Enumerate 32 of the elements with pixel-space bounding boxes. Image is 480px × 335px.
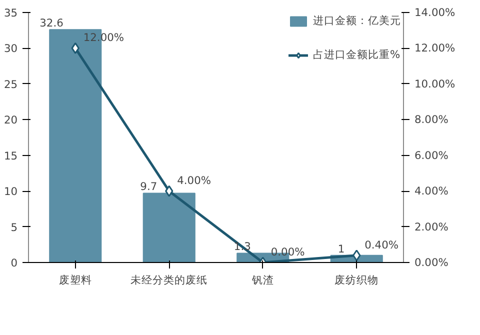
data-label: 4.00%: [177, 174, 211, 188]
y2-tick-label: 2.00%: [414, 220, 448, 234]
data-label: 9.7: [140, 180, 158, 194]
legend-label: 进口金额：亿美元: [313, 14, 401, 28]
data-label: 32.6: [40, 16, 64, 30]
point: [352, 250, 361, 262]
x-tick-label: 钒渣: [250, 274, 274, 286]
legend-label: 占进口金额比重%: [313, 48, 400, 62]
x-tick-label: 废纺织物: [334, 274, 379, 286]
data-label: 0.40%: [364, 238, 398, 252]
y2-tick-label: 0.00%: [414, 256, 448, 269]
y2-tick-label: 12.00%: [414, 42, 456, 55]
y-tick-label: 5: [10, 220, 18, 234]
y2-tick-label: 14.00%: [414, 6, 456, 19]
point: [71, 42, 80, 54]
y-tick-label: 10: [4, 185, 18, 198]
data-label: 0.00%: [270, 246, 305, 258]
bar: [142, 192, 196, 262]
y-tick-label: 0: [10, 256, 18, 270]
y2-tick-label: 6.00%: [414, 148, 448, 162]
data-label: 1: [338, 242, 345, 256]
point: [165, 185, 174, 197]
y2-tick-label: 10.00%: [414, 77, 456, 90]
x-tick-label: 未经分类的废纸: [130, 274, 208, 286]
y2-tick-label: 4.00%: [414, 184, 448, 198]
y-tick-label: 30: [4, 42, 18, 56]
y2-tick-label: 8.00%: [414, 113, 448, 126]
y-tick-label: 25: [4, 78, 18, 91]
x-tick-label: 废塑料: [58, 274, 92, 286]
y-tick-label: 35: [4, 6, 18, 20]
y-tick-label: 20: [4, 114, 18, 127]
y-tick-label: 15: [4, 149, 18, 162]
